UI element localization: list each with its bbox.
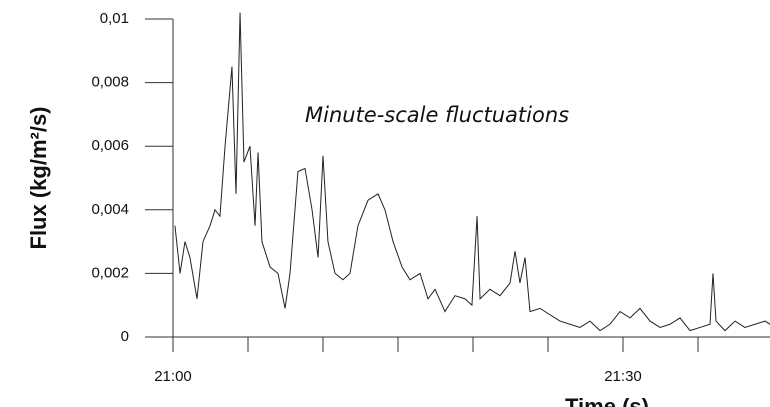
y-axis-label: Flux (kg/m²/s): [26, 106, 51, 249]
annotation: Minute-scale fluctuations: [305, 103, 569, 127]
x-tick-label: 21:30: [604, 368, 642, 385]
y-tick-label: 0,01: [100, 10, 129, 27]
y-tick-label: 0,008: [91, 74, 129, 91]
data-line: [174, 12, 770, 332]
y-tick-label: 0,004: [91, 201, 129, 218]
y-tick-label: 0: [121, 328, 129, 345]
y-tick-label: 0,002: [91, 264, 129, 281]
x-tick-label: 21:00: [154, 368, 192, 385]
x-axis-label: Time (s): [565, 394, 649, 407]
y-tick-label: 0,006: [91, 137, 129, 154]
